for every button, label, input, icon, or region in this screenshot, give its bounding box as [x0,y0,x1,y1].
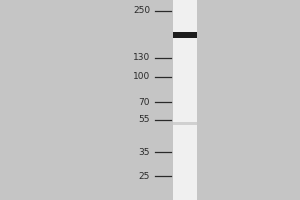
Text: 250: 250 [133,6,150,15]
Text: 100: 100 [133,72,150,81]
Text: 35: 35 [139,148,150,157]
Bar [172,32,197,38]
Bar [172,0,197,200]
Bar [172,122,197,125]
Text: 55: 55 [139,115,150,124]
Text: 130: 130 [133,53,150,62]
Text: 70: 70 [139,98,150,107]
Text: 25: 25 [139,172,150,181]
